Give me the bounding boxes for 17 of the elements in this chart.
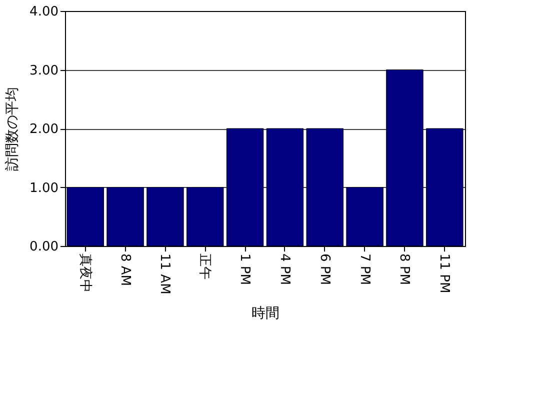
y-tick-label: 3.00 (30, 63, 58, 78)
x-tick-label: 8 PM (396, 254, 412, 285)
y-tick-label: 1.00 (30, 180, 58, 196)
x-tick-label: 正午 (197, 254, 212, 280)
x-tick-label: 1 PM (237, 254, 252, 285)
x-tick-label: 4 PM (276, 254, 292, 285)
x-tick-label: 7 PM (356, 254, 372, 285)
x-tick-label: 真夜中 (77, 254, 94, 292)
y-axis-title: 訪問数の平均 (4, 87, 21, 171)
y-tick-label: 0.00 (30, 240, 58, 254)
x-tick-label: 8 AM (117, 254, 132, 286)
x-axis-title: 時間 (252, 305, 280, 322)
x-tick-label: 11 AM (157, 254, 172, 294)
x-tick-label: 11 PM (436, 254, 452, 294)
x-tick-label: 6 PM (316, 254, 332, 285)
y-tick-label: 4.00 (30, 4, 58, 20)
y-tick-label: 2.00 (30, 122, 58, 137)
